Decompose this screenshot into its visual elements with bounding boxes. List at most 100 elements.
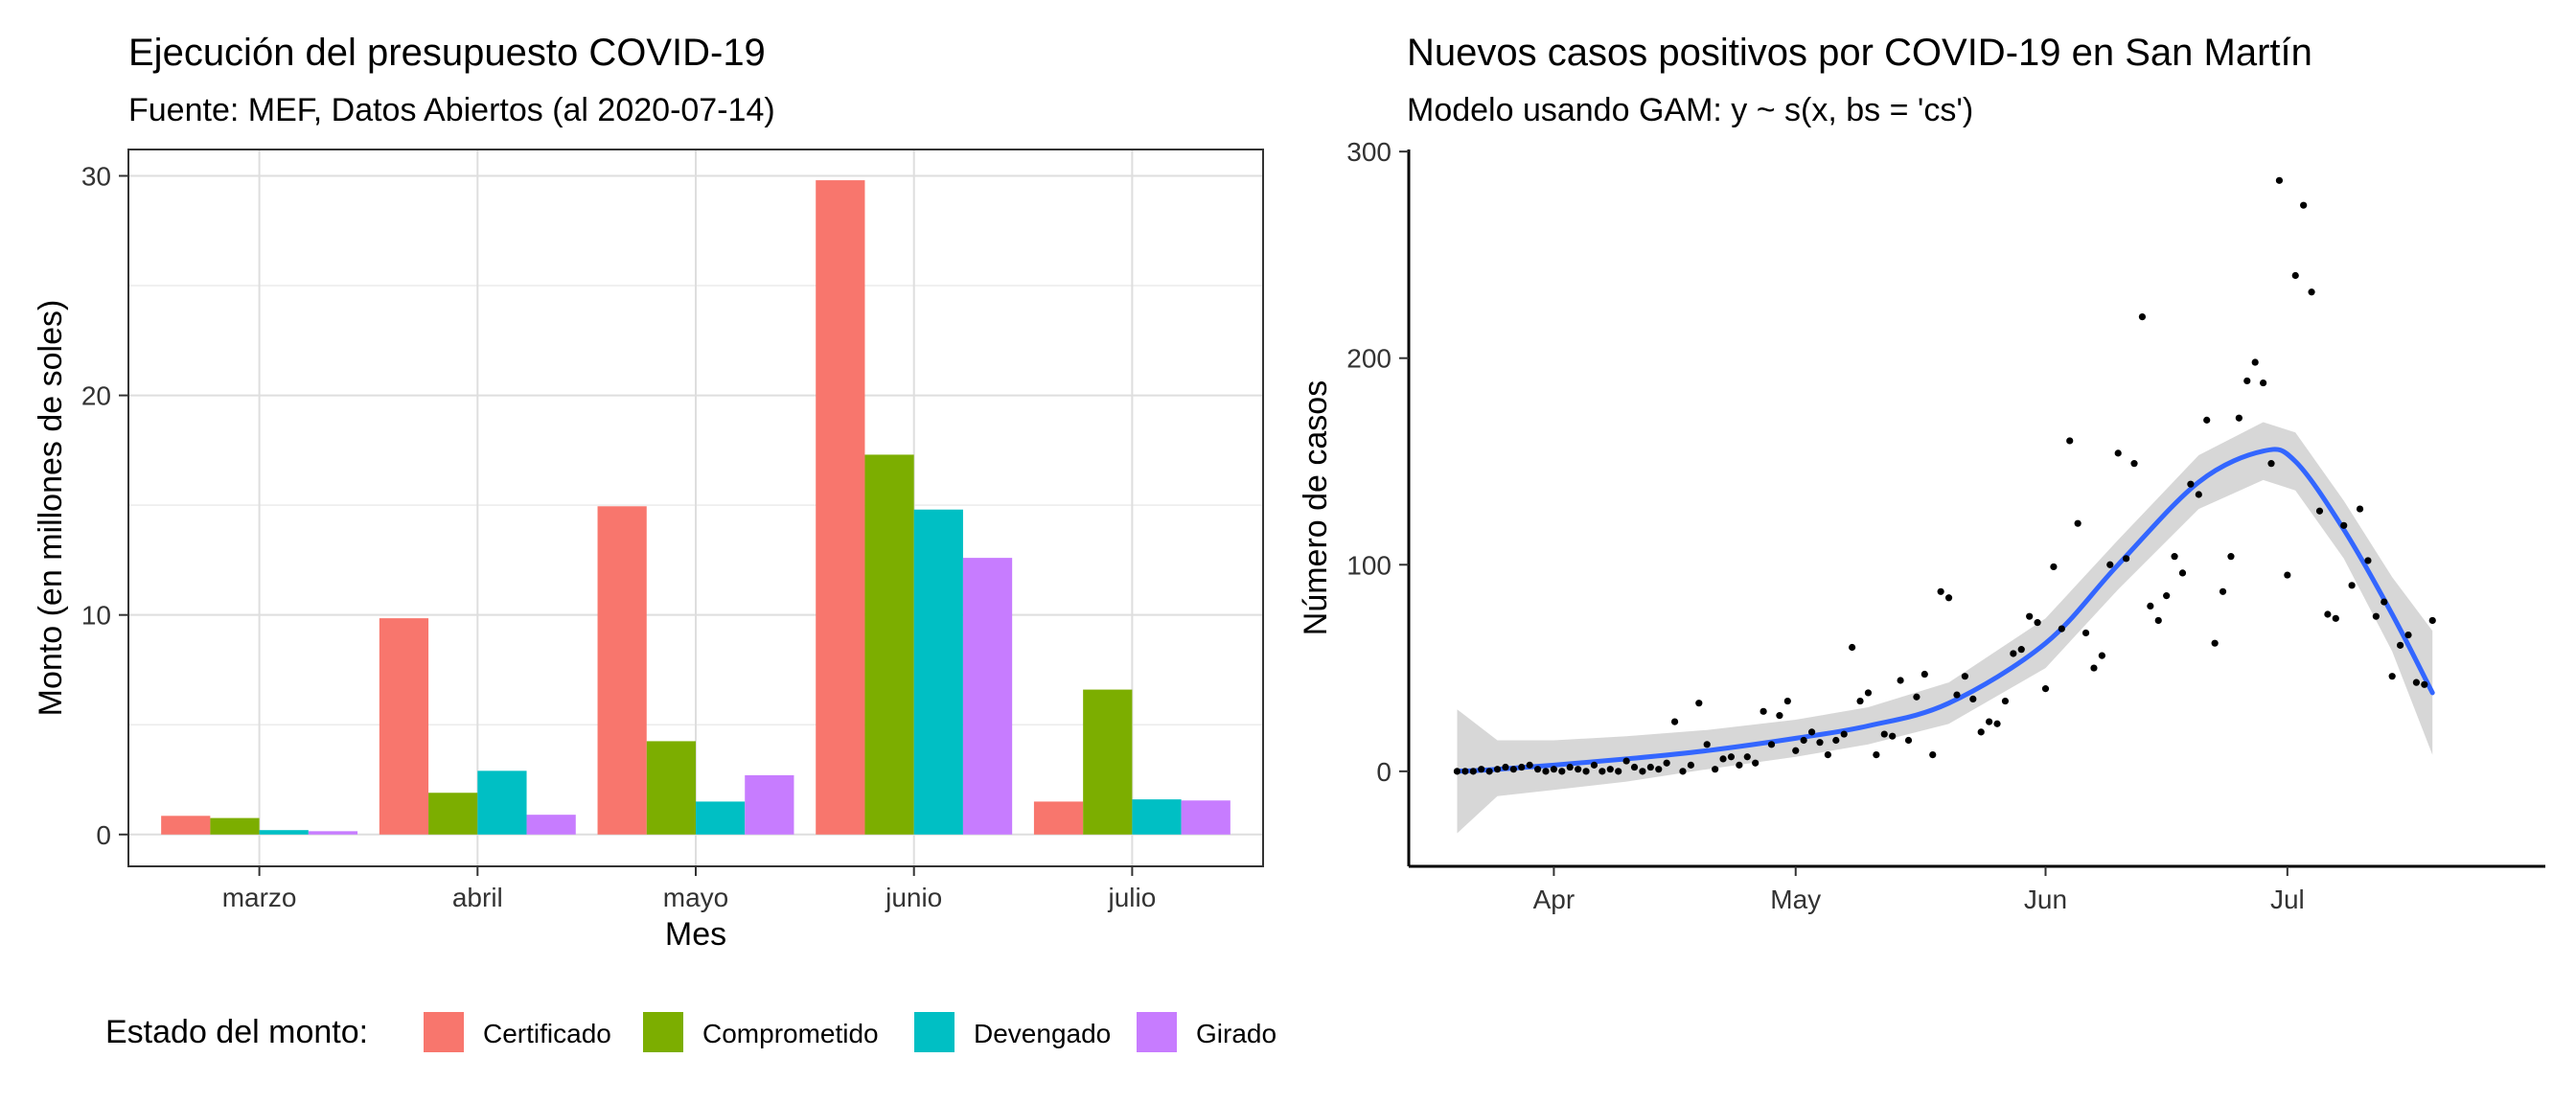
data-point [2195, 491, 2202, 498]
data-point [1687, 761, 1694, 769]
data-point [1816, 739, 1824, 747]
data-point [1558, 768, 1566, 775]
bar-certificado-marzo [161, 816, 211, 835]
data-point [2348, 582, 2356, 589]
legend-label-devengado: Devengado [974, 1019, 1111, 1048]
x-tick-label: Jul [2270, 885, 2305, 914]
data-point [2066, 437, 2074, 445]
data-point [2275, 176, 2284, 184]
bar-chart-title: Ejecución del presupuesto COVID-19 [128, 32, 766, 74]
data-point [1550, 766, 1558, 773]
bar-certificado-julio [1033, 801, 1084, 835]
data-point [2017, 646, 2025, 654]
data-point [2404, 631, 2412, 639]
bar-comprometido-julio [1083, 689, 1133, 835]
data-point [1655, 766, 1663, 773]
data-point [2243, 377, 2251, 385]
data-point [2332, 614, 2339, 622]
x-tick-label: abril [452, 883, 503, 912]
data-point [1695, 700, 1703, 707]
data-point [2147, 602, 2154, 610]
data-point [1849, 643, 1856, 652]
data-point [1461, 768, 1469, 775]
data-point [1880, 730, 1888, 738]
bar-certificado-abril [379, 618, 429, 835]
legend-key-comprometido [643, 1012, 683, 1052]
data-point [2010, 650, 2017, 657]
data-point [1993, 720, 2001, 727]
data-point [2178, 569, 2187, 577]
data-point [1864, 689, 1873, 697]
data-point [2356, 505, 2364, 513]
bar-devengado-mayo [696, 801, 746, 835]
data-point [1533, 766, 1542, 773]
data-point [1670, 718, 1679, 725]
data-point [1873, 750, 1880, 759]
data-point [2380, 598, 2388, 606]
data-point [1760, 707, 1767, 715]
gam-smooth-line [1455, 447, 2435, 774]
data-point [1719, 755, 1727, 763]
data-point [2114, 449, 2122, 457]
data-point [1736, 761, 1743, 769]
data-point [2106, 561, 2114, 568]
x-tick-label: julio [1107, 883, 1156, 912]
data-point [2364, 557, 2372, 564]
data-point [2130, 460, 2138, 468]
data-point [2090, 664, 2098, 672]
bar-comprometido-marzo [210, 817, 260, 835]
data-point [2267, 460, 2275, 468]
bar-devengado-junio [913, 509, 963, 835]
data-point [1783, 697, 1791, 705]
y-tick-label: 30 [81, 161, 111, 191]
data-point [2340, 521, 2348, 529]
data-point [1639, 768, 1646, 775]
data-point [1920, 670, 1928, 678]
data-point [1598, 768, 1606, 775]
data-point [2251, 358, 2259, 366]
data-point [1824, 750, 1831, 759]
bar-girado-marzo [308, 831, 358, 835]
data-point [1800, 736, 1807, 745]
legend-title: Estado del monto: [105, 1014, 368, 1050]
data-point [2041, 685, 2050, 693]
data-point [1743, 753, 1751, 761]
data-point [2082, 629, 2090, 637]
data-point [1840, 730, 1848, 738]
data-point [1509, 766, 1517, 773]
legend-key-girado [1137, 1012, 1177, 1052]
data-point [2211, 639, 2219, 647]
bar-girado-junio [962, 558, 1013, 835]
data-point [2235, 414, 2242, 422]
data-point [1663, 759, 1670, 767]
data-point [2428, 616, 2436, 625]
bar-girado-mayo [745, 774, 794, 835]
legend-label-girado: Girado [1196, 1019, 1276, 1048]
data-point [2324, 610, 2332, 618]
data-point [2187, 480, 2195, 488]
data-point [2050, 563, 2058, 571]
data-point [1582, 768, 1590, 775]
data-point [1590, 761, 1598, 769]
data-point [2388, 673, 2396, 680]
scatter-x-ticks: Apr May Jun Jul [1533, 866, 2305, 914]
bar-devengado-julio [1132, 799, 1182, 835]
legend-label-comprometido: Comprometido [702, 1019, 879, 1048]
data-point [1856, 697, 1864, 705]
data-point [2058, 625, 2065, 632]
bar-chart-panel: Ejecución del presupuesto COVID-19 Fuent… [33, 32, 1276, 1052]
data-point [2291, 271, 2299, 280]
data-point [1977, 728, 1985, 736]
data-point [1485, 768, 1493, 775]
data-point [1944, 594, 1953, 602]
bar-x-ticks: marzo abril mayo junio julio [222, 866, 1156, 912]
data-point [1752, 759, 1760, 767]
data-point [2171, 553, 2178, 561]
bar-y-ticks: 0 10 20 30 [81, 161, 128, 850]
data-point [2001, 697, 2010, 705]
data-point [2372, 612, 2380, 620]
bar-girado-abril [526, 815, 576, 835]
bar-y-axis-title: Monto (en millones de soles) [33, 300, 69, 717]
data-point [1929, 750, 1937, 759]
